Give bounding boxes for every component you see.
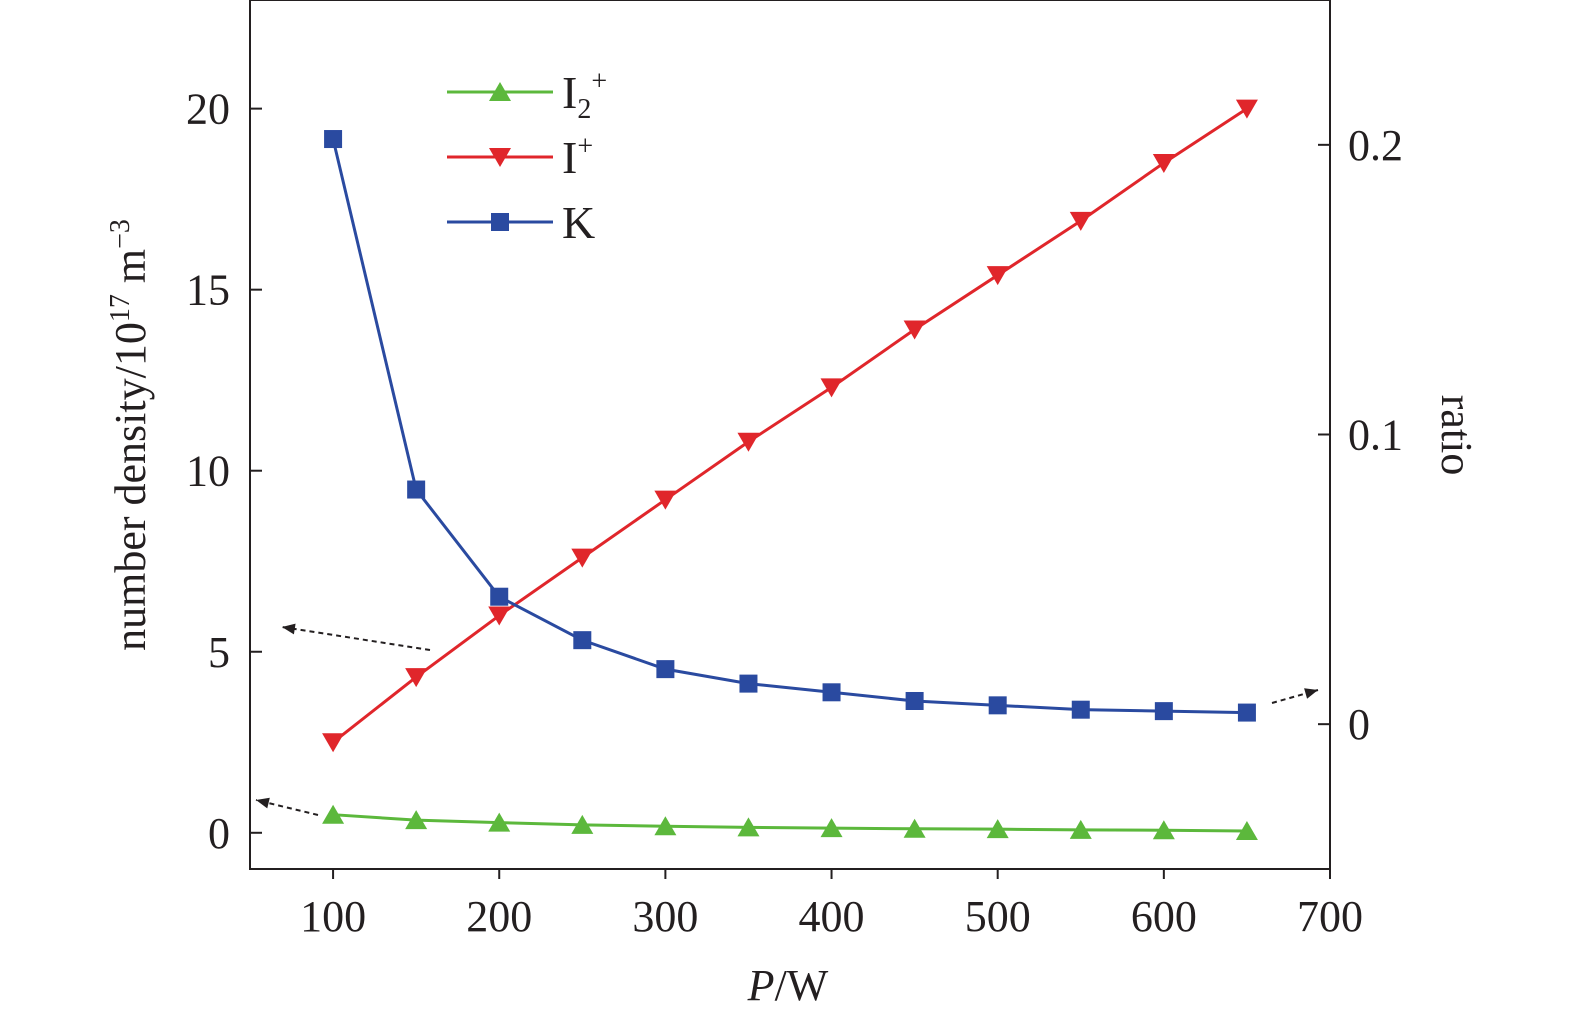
x-tick-label: 700: [1297, 892, 1363, 941]
data-point: [1069, 819, 1092, 839]
data-point: [322, 804, 345, 824]
series-2: [324, 130, 1256, 722]
x-tick-label: 400: [799, 892, 865, 941]
data-point: [739, 674, 758, 693]
arrow-i2plus-to-left-axis-head: [256, 797, 270, 809]
series-line: [332, 107, 1248, 744]
data-point: [986, 819, 1009, 839]
y-axis-left: 0 5 10 15 20: [186, 85, 262, 858]
legend-marker: [489, 82, 511, 101]
data-point: [488, 606, 511, 626]
data-point: [490, 587, 509, 606]
y-left-tick-label: 20: [186, 85, 230, 134]
data-point: [820, 818, 843, 838]
y-left-tick-label: 15: [186, 266, 230, 315]
data-point: [903, 320, 926, 340]
data-point: [737, 432, 760, 452]
plot-frame: [249, 0, 1331, 870]
data-point: [903, 818, 926, 838]
data-point: [324, 130, 343, 149]
axis-indicator-arrows: [255, 623, 1319, 816]
x-tick-label: 200: [466, 892, 532, 941]
legend-marker: [489, 148, 511, 167]
y-right-tick-label: 0.1: [1348, 411, 1403, 460]
x-tick-label: 600: [1131, 892, 1197, 941]
data-point: [488, 812, 511, 832]
arrow-i2plus-to-left-axis: [255, 799, 319, 816]
legend-item-0: I2+: [447, 66, 607, 125]
data-point: [822, 683, 841, 702]
x-tick-label: 300: [632, 892, 698, 941]
legend: I2+ I+ K: [447, 66, 607, 248]
legend-label: I2+: [562, 66, 607, 125]
legend-label: I+: [562, 131, 593, 183]
x-axis: 100 200 300 400 500 600 700: [300, 869, 1363, 941]
y-axis-right-title: ratio: [1432, 395, 1481, 476]
data-point: [905, 691, 924, 710]
data-point: [405, 810, 428, 830]
data-point: [820, 378, 843, 398]
arrow-iplus-to-left-axis: [281, 626, 431, 651]
x-tick-label: 100: [300, 892, 366, 941]
y-left-tick-label: 5: [208, 628, 230, 677]
y-right-tick-label: 0.2: [1348, 121, 1403, 170]
data-point: [654, 816, 677, 836]
data-point: [571, 814, 594, 834]
data-point: [1071, 700, 1090, 719]
data-point: [1154, 702, 1173, 721]
series-line: [331, 138, 1247, 715]
data-point: [407, 480, 426, 499]
data-point: [1237, 703, 1256, 722]
series-line: [332, 813, 1247, 833]
y-left-tick-label: 10: [186, 447, 230, 496]
data-point: [1069, 211, 1092, 231]
y-axis-right: 0 0.1 0.2: [1318, 121, 1403, 749]
series-1: [322, 99, 1258, 753]
legend-item-1: I+: [447, 131, 593, 183]
data-point: [405, 668, 428, 688]
data-point: [1235, 99, 1258, 119]
series-layer: [322, 99, 1258, 840]
y-axis-left-title: number density/1017 m−3: [105, 219, 155, 651]
data-point: [1235, 820, 1258, 840]
data-point: [322, 733, 345, 753]
data-point: [986, 266, 1009, 286]
data-point: [1152, 820, 1175, 840]
y-right-tick-label: 0: [1348, 700, 1370, 749]
legend-marker: [491, 213, 509, 231]
arrow-iplus-to-left-axis-head: [282, 623, 296, 635]
data-point: [1152, 153, 1175, 173]
data-point: [737, 817, 760, 837]
y-left-tick-label: 0: [208, 809, 230, 858]
legend-label: K: [562, 197, 595, 248]
data-point: [571, 548, 594, 568]
arrow-k-to-right-axis-head: [1304, 688, 1318, 699]
x-tick-label: 500: [965, 892, 1031, 941]
data-point: [573, 631, 592, 650]
data-point: [656, 660, 675, 679]
legend-item-2: K: [447, 197, 595, 248]
series-0: [322, 804, 1258, 840]
x-axis-title: P/W: [747, 961, 829, 1010]
data-point: [988, 696, 1007, 715]
data-point: [654, 490, 677, 510]
